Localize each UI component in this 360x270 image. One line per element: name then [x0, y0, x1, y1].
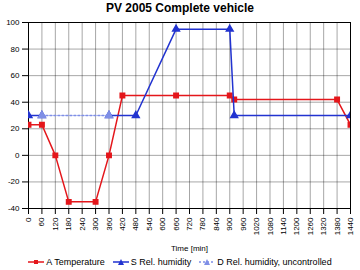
svg-text:960: 960 [239, 217, 248, 231]
svg-text:840: 840 [212, 217, 221, 231]
svg-text:1260: 1260 [306, 217, 315, 235]
svg-text:0: 0 [24, 217, 33, 222]
svg-text:1020: 1020 [252, 217, 261, 235]
svg-text:720: 720 [185, 217, 194, 231]
svg-text:540: 540 [145, 217, 154, 231]
svg-text:900: 900 [225, 217, 234, 231]
svg-text:60: 60 [11, 71, 20, 80]
svg-text:-20: -20 [8, 177, 20, 186]
svg-text:600: 600 [158, 217, 167, 231]
svg-text:780: 780 [198, 217, 207, 231]
svg-text:420: 420 [118, 217, 127, 231]
html-text:D Rel. humidity, uncontrolled: D Rel. humidity, uncontrolled [217, 257, 332, 267]
svg-text:180: 180 [64, 217, 73, 231]
html-text:PV 2005 Complete vehicle: PV 2005 Complete vehicle [106, 1, 254, 15]
svg-text:120: 120 [51, 217, 60, 231]
svg-text:1080: 1080 [266, 217, 275, 235]
svg-text:360: 360 [105, 217, 114, 231]
svg-text:1320: 1320 [319, 217, 328, 235]
svg-text:80: 80 [11, 45, 20, 54]
svg-text:1140: 1140 [279, 217, 288, 235]
svg-text:60: 60 [37, 217, 46, 226]
svg-text:240: 240 [78, 217, 87, 231]
svg-text:1380: 1380 [333, 217, 342, 235]
svg-text:300: 300 [91, 217, 100, 231]
html-text:S Rel. humidity: S Rel. humidity [130, 257, 192, 267]
svg-text:1200: 1200 [292, 217, 301, 235]
svg-text:0: 0 [15, 151, 20, 160]
svg-text:480: 480 [131, 217, 140, 231]
html-text:A Temperature: A Temperature [46, 257, 105, 267]
svg-text:660: 660 [172, 217, 181, 231]
svg-text:100: 100 [6, 18, 20, 27]
svg-text:-40: -40 [8, 204, 20, 213]
svg-text:40: 40 [11, 98, 20, 107]
svg-text:1440: 1440 [346, 217, 355, 235]
svg-text:20: 20 [11, 124, 20, 133]
svg-text:Time [min]: Time [min] [171, 244, 208, 253]
